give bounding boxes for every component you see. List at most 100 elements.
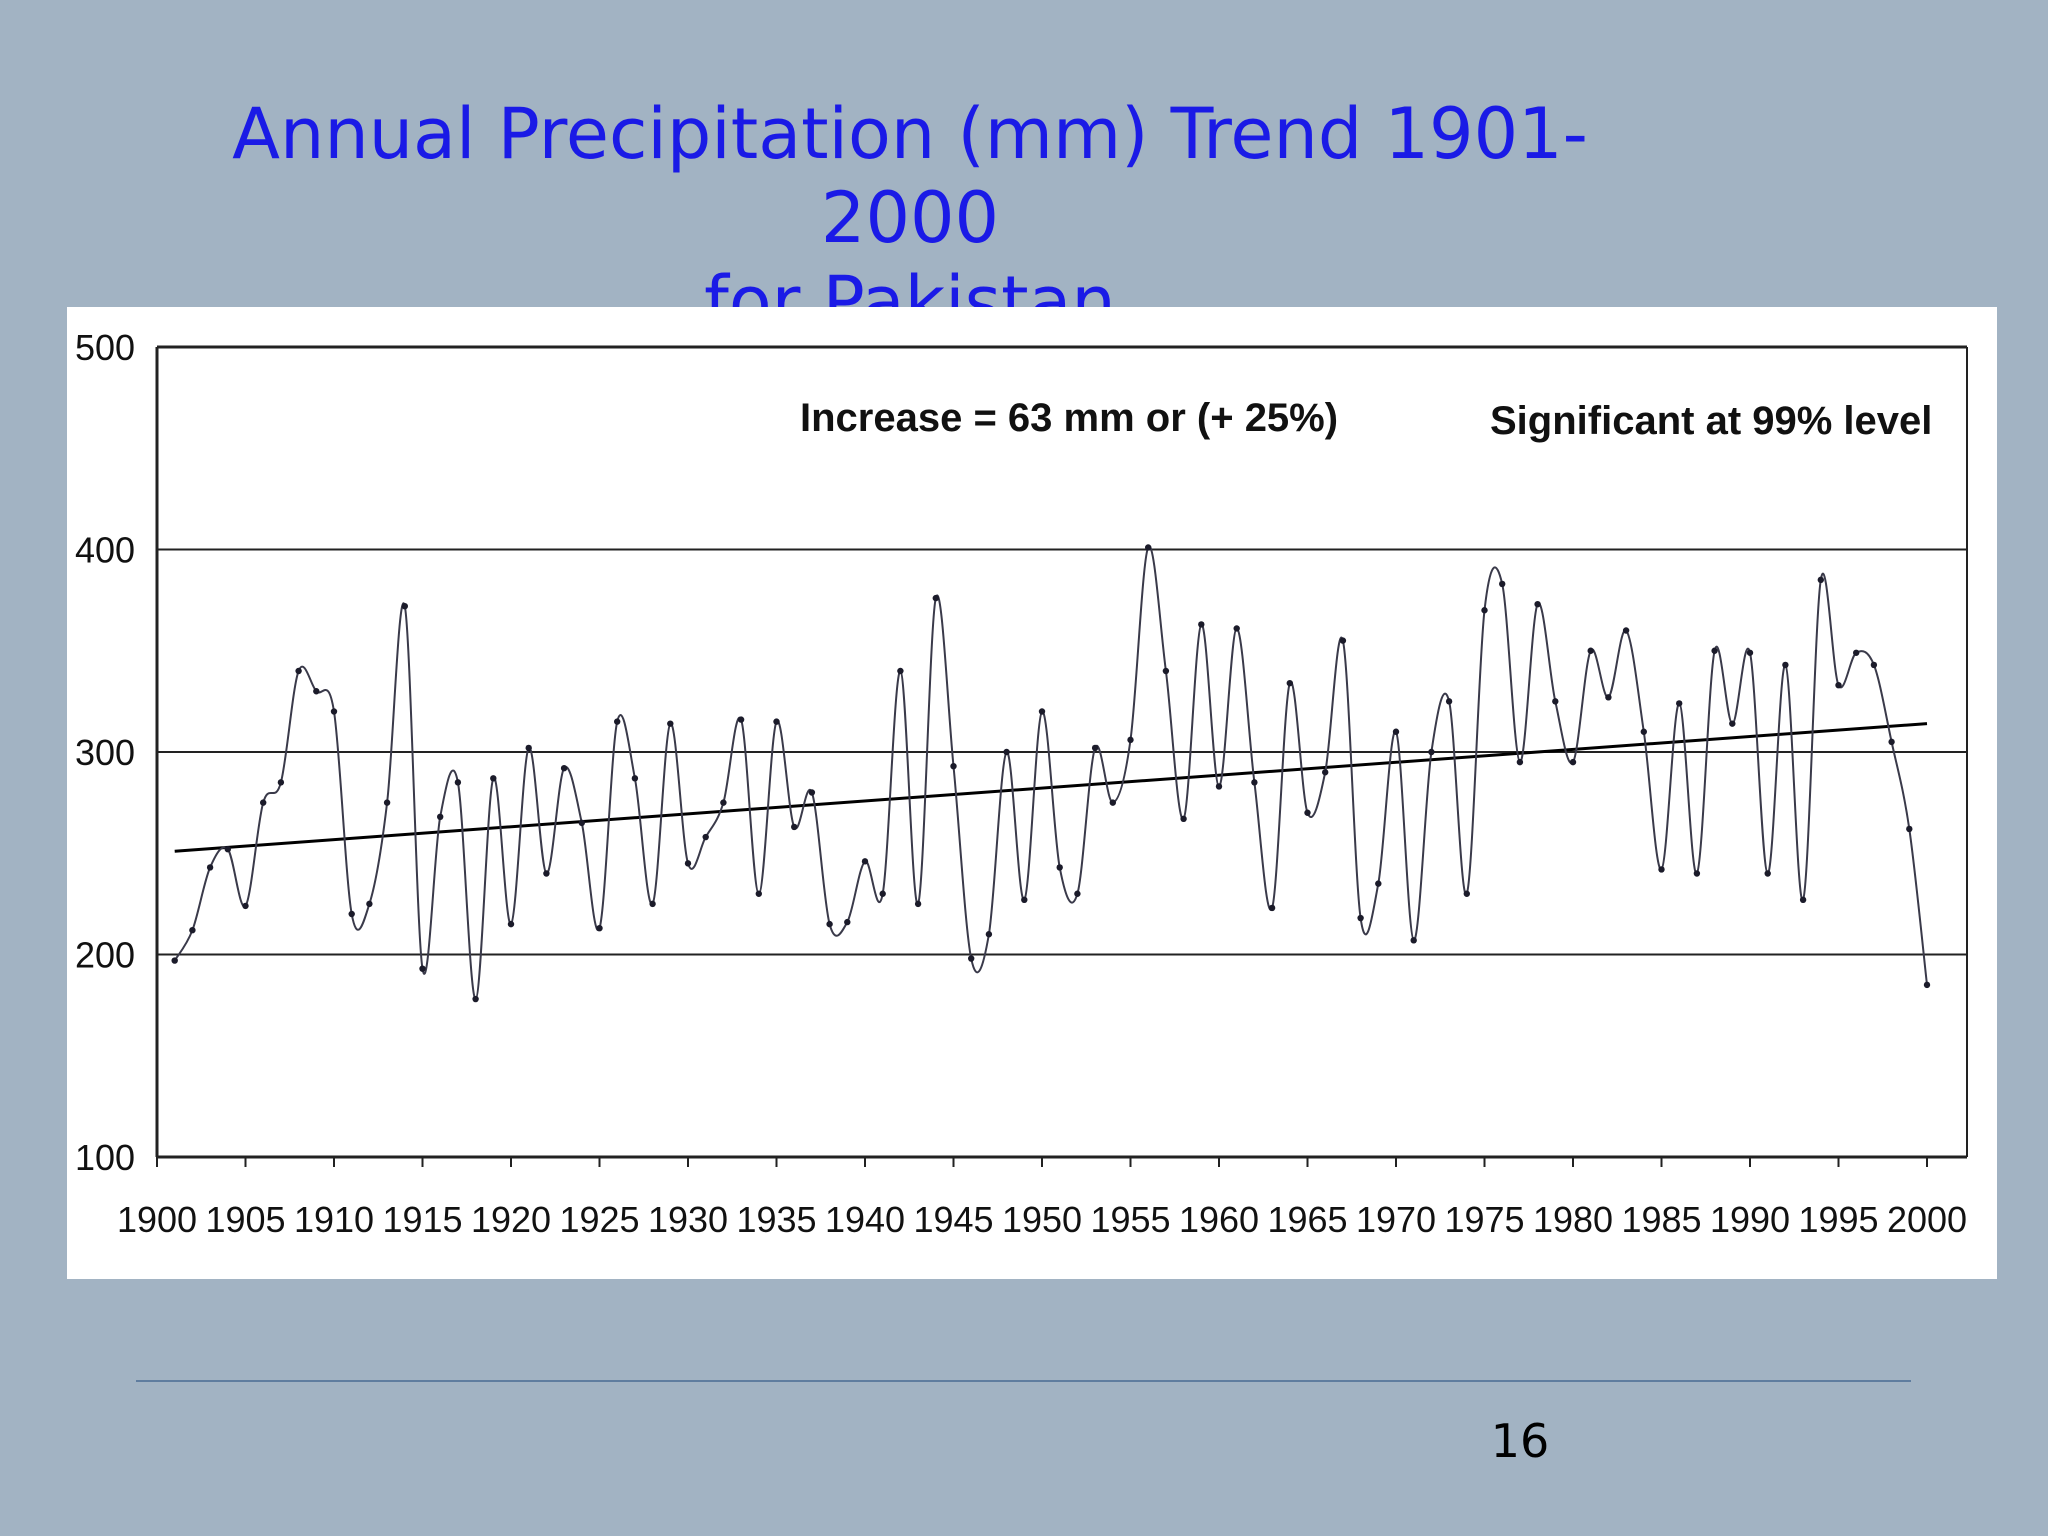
data-point-1902	[189, 927, 196, 934]
data-point-1975	[1481, 607, 1488, 614]
data-point-1907	[277, 779, 285, 786]
data-point-1909	[313, 688, 320, 695]
data-point-1908	[295, 667, 302, 675]
increase-annotation: Increase = 63 mm or (+ 25%)	[800, 396, 1338, 440]
x-tick-label-1900: 1900	[117, 1199, 197, 1240]
data-point-1946	[968, 955, 975, 962]
data-point-1954	[1109, 799, 1117, 806]
data-point-1929	[667, 720, 674, 727]
data-point-1944	[932, 594, 939, 602]
y-tick-label-300: 300	[75, 732, 135, 773]
data-point-1982	[1605, 694, 1612, 701]
data-point-1934	[755, 890, 762, 897]
data-point-1925	[596, 924, 603, 932]
page-number: 16	[1490, 1414, 1550, 1468]
data-point-1960	[1215, 783, 1223, 790]
x-tick-label-1915: 1915	[382, 1199, 462, 1240]
data-point-1933	[737, 716, 745, 723]
y-tick-label-500: 500	[75, 327, 135, 368]
x-tick-label-1965: 1965	[1267, 1199, 1347, 1240]
x-tick-label-1905: 1905	[205, 1199, 285, 1240]
data-point-1988	[1711, 647, 1718, 654]
x-tick-label-1950: 1950	[1002, 1199, 1082, 1240]
data-point-1966	[1322, 769, 1329, 776]
x-tick-label-1920: 1920	[471, 1199, 551, 1240]
data-point-1916	[437, 813, 444, 820]
data-point-1979	[1552, 698, 1559, 705]
data-point-1976	[1499, 580, 1506, 588]
data-point-1912	[366, 900, 373, 908]
data-point-1990	[1746, 649, 1754, 656]
x-tick-label-1985: 1985	[1621, 1199, 1701, 1240]
data-point-1939	[844, 918, 851, 926]
precipitation-series-line	[173, 545, 1928, 1001]
data-point-1942	[897, 667, 904, 675]
x-tick-label-1980: 1980	[1533, 1199, 1613, 1240]
data-point-1985	[1658, 866, 1665, 873]
data-point-1918	[472, 995, 479, 1003]
y-tick-label-100: 100	[75, 1137, 135, 1178]
x-tick-label-1990: 1990	[1710, 1199, 1790, 1240]
data-point-1919	[490, 775, 497, 782]
x-tick-label-1910: 1910	[294, 1199, 374, 1240]
data-point-1974	[1463, 890, 1471, 897]
data-point-1915	[419, 965, 426, 972]
y-tick-label-400: 400	[75, 530, 135, 571]
data-point-1920	[507, 920, 515, 928]
data-point-1994	[1817, 576, 1825, 584]
data-point-1963	[1268, 904, 1276, 912]
data-point-1911	[348, 910, 355, 918]
data-point-1957	[1162, 667, 1170, 675]
data-point-1980	[1569, 758, 1577, 766]
data-point-1962	[1251, 779, 1258, 786]
data-point-1959	[1198, 621, 1205, 628]
data-point-1949	[1021, 896, 1028, 904]
data-point-1961	[1233, 625, 1240, 632]
data-point-1924	[578, 819, 585, 827]
data-point-1932	[720, 799, 727, 806]
x-tick-label-1945: 1945	[913, 1199, 993, 1240]
data-point-1983	[1622, 627, 1630, 634]
data-point-1967	[1339, 637, 1347, 644]
data-point-1941	[879, 890, 886, 897]
data-point-1986	[1676, 700, 1683, 707]
footer-divider	[136, 1380, 1911, 1382]
data-point-1927	[631, 775, 639, 782]
data-point-1940	[861, 858, 869, 865]
data-point-1997	[1870, 661, 1878, 669]
data-point-1978	[1534, 600, 1541, 608]
x-tick-label-1925: 1925	[559, 1199, 639, 1240]
data-point-1921	[525, 744, 532, 752]
slide-title: Annual Precipitation (mm) Trend 1901-200…	[180, 92, 1640, 344]
x-tick-label-1960: 1960	[1179, 1199, 1259, 1240]
data-point-1923	[560, 765, 568, 772]
data-point-1970	[1392, 728, 1400, 735]
data-point-1958	[1180, 815, 1187, 823]
data-point-1977	[1516, 758, 1524, 766]
data-point-1973	[1445, 698, 1453, 705]
data-point-1922	[543, 870, 550, 877]
data-point-1903	[206, 864, 214, 871]
data-point-1937	[808, 789, 816, 796]
data-point-1931	[702, 833, 709, 841]
data-point-2000	[1923, 981, 1931, 989]
data-point-1948	[1003, 748, 1010, 756]
data-point-1987	[1693, 870, 1701, 877]
data-point-1947	[985, 931, 993, 938]
data-point-1935	[773, 718, 780, 725]
data-point-1952	[1074, 890, 1081, 897]
data-point-1968	[1357, 914, 1364, 922]
data-point-1905	[242, 902, 249, 910]
data-point-1999	[1906, 825, 1913, 833]
data-point-1930	[684, 860, 692, 867]
data-point-1989	[1729, 720, 1736, 727]
x-tick-label-1955: 1955	[1090, 1199, 1170, 1240]
title-line-1: Annual Precipitation (mm) Trend 1901-200…	[232, 93, 1588, 259]
data-point-1906	[260, 799, 267, 806]
data-point-1984	[1640, 728, 1648, 735]
x-tick-label-1970: 1970	[1356, 1199, 1436, 1240]
data-point-1965	[1304, 809, 1311, 816]
data-point-1936	[791, 823, 798, 831]
data-point-1996	[1853, 649, 1860, 656]
